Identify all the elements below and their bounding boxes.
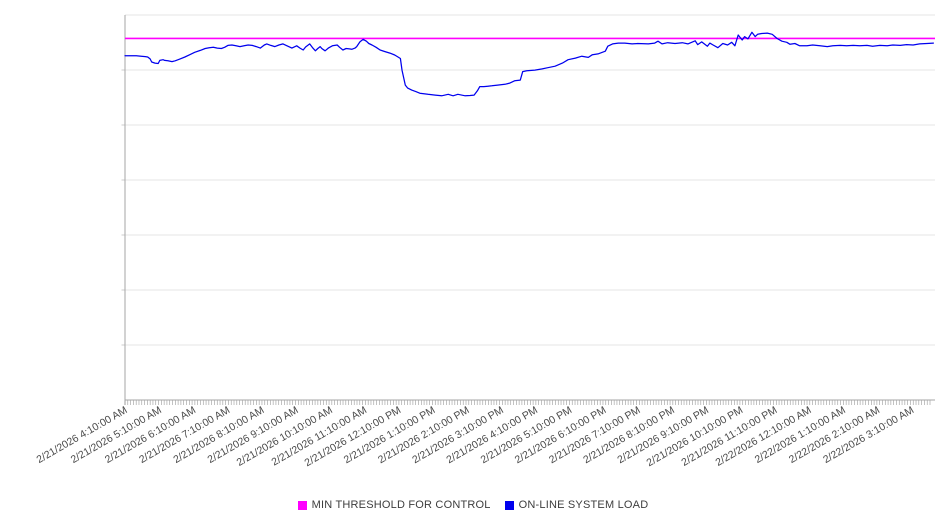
legend-label-min-threshold: MIN THRESHOLD FOR CONTROL: [311, 499, 491, 511]
chart-legend: MIN THRESHOLD FOR CONTROL ON-LINE SYSTEM…: [0, 496, 946, 514]
legend-item-online-system-load[interactable]: ON-LINE SYSTEM LOAD: [504, 499, 649, 511]
legend-label-online-system-load: ON-LINE SYSTEM LOAD: [518, 499, 649, 511]
series-line-online-system-load: [124, 31, 935, 97]
legend-item-min-threshold[interactable]: MIN THRESHOLD FOR CONTROL: [297, 499, 491, 511]
legend-marker-min-threshold: [297, 500, 307, 510]
legend-marker-online-system-load: [504, 500, 514, 510]
system-load-chart: 2/21/2026 4:10:00 AM2/21/2026 5:10:00 AM…: [35, 14, 935, 469]
